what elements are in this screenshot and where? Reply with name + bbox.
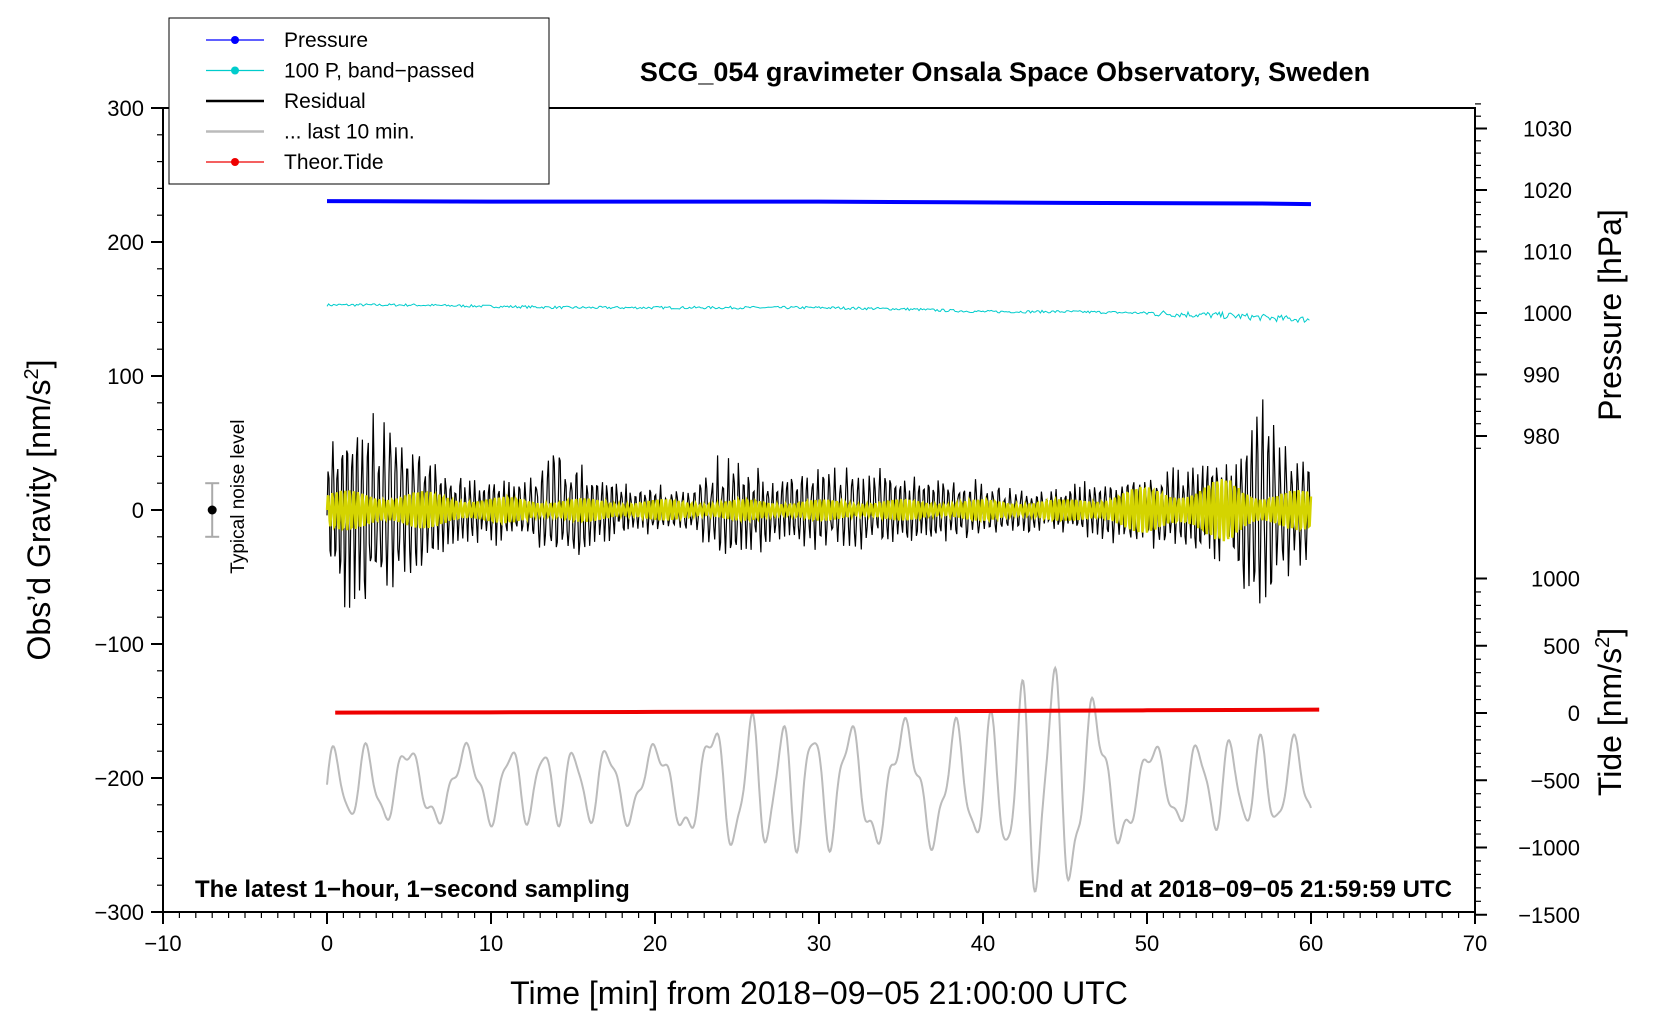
x-tick-label: 30 xyxy=(807,931,831,956)
x-axis: −10 0 10 20 30 40 50 60 70 xyxy=(144,912,1487,956)
y-tick-label: 300 xyxy=(107,96,144,121)
end-time-note: End at 2018−09−05 21:59:59 UTC xyxy=(1078,876,1452,903)
y-tick-label: −200 xyxy=(94,766,144,791)
pressure-tick-label: 1000 xyxy=(1523,301,1572,326)
x-tick-label: 0 xyxy=(321,931,333,956)
pressure-line xyxy=(326,199,1312,207)
x-tick-label: 50 xyxy=(1135,931,1159,956)
noise-indicator: Typical noise level xyxy=(205,419,249,574)
y-tick-label: −100 xyxy=(94,632,144,657)
pressure-tick-label: 1030 xyxy=(1523,117,1572,142)
legend-label: Residual xyxy=(284,90,366,113)
series-layer xyxy=(325,199,1320,893)
tide-tick-label: 0 xyxy=(1568,701,1580,726)
bandpassed-pressure-line xyxy=(326,303,1310,324)
sampling-note: The latest 1−hour, 1−second sampling xyxy=(195,876,630,903)
y-axis-label-sup: 2 xyxy=(21,368,43,379)
tide-tick-label: −1500 xyxy=(1518,903,1580,928)
y-tick-label: 100 xyxy=(107,364,144,389)
pressure-tick-label: 1010 xyxy=(1523,240,1572,265)
tide-axis-label-end: ] xyxy=(1592,628,1628,637)
legend-label: Theor.Tide xyxy=(284,151,384,174)
pressure-tick-label: 990 xyxy=(1523,363,1560,388)
x-tick-label: 70 xyxy=(1463,931,1487,956)
pressure-tick-label: 1020 xyxy=(1523,178,1572,203)
tide-tick-label: −1000 xyxy=(1518,836,1580,861)
x-tick-label: −10 xyxy=(144,931,181,956)
y-axis-pressure: 980 990 1000 1010 1020 1030 xyxy=(1475,103,1572,449)
legend-label: Pressure xyxy=(284,29,368,52)
tide-tick-label: 1000 xyxy=(1531,567,1580,592)
x-tick-label: 10 xyxy=(479,931,503,956)
legend-marker xyxy=(231,36,239,44)
tide-axis-label-main: Tide [nm/s xyxy=(1592,648,1628,796)
y-tick-label: −300 xyxy=(94,900,144,925)
legend-label: ... last 10 min. xyxy=(284,121,415,144)
legend: Pressure 100 P, band−passed Residual ... la… xyxy=(168,17,550,185)
x-tick-label: 20 xyxy=(643,931,667,956)
chart-title: SCG_054 gravimeter Onsala Space Observat… xyxy=(640,57,1370,87)
x-tick-label: 40 xyxy=(971,931,995,956)
noise-label: Typical noise level xyxy=(228,419,249,573)
y-axis-label: Obs’d Gravity [nm/s2] xyxy=(21,360,57,661)
y-axis-label-end: ] xyxy=(21,360,57,369)
y-axis-gravity: −300 −200 −100 0 100 200 300 xyxy=(94,96,163,925)
last-10-min-line xyxy=(326,665,1312,893)
y-axis-label-main: Obs’d Gravity [nm/s xyxy=(21,380,57,661)
bandpassed-residual-line xyxy=(325,479,1313,542)
theoretical-tide-line xyxy=(335,707,1320,715)
tide-axis-label: Tide [nm/s2] xyxy=(1592,628,1628,796)
pressure-axis-label: Pressure [hPa] xyxy=(1592,209,1628,421)
y-axis-tide: −1500 −1000 −500 0 500 1000 xyxy=(1475,567,1580,928)
y-tick-label: 200 xyxy=(107,230,144,255)
legend-marker xyxy=(231,66,239,75)
tide-tick-label: −500 xyxy=(1530,768,1580,793)
x-axis-label: Time [min] from 2018−09−05 21:00:00 UTC xyxy=(510,975,1128,1011)
legend-marker xyxy=(231,158,239,166)
tide-axis-label-sup: 2 xyxy=(1592,637,1614,648)
x-tick-label: 60 xyxy=(1299,931,1323,956)
tide-tick-label: 500 xyxy=(1543,634,1580,659)
pressure-tick-label: 980 xyxy=(1523,424,1560,449)
legend-label: 100 P, band−passed xyxy=(284,60,475,83)
noise-dot xyxy=(207,505,217,515)
y-tick-label: 0 xyxy=(132,498,144,523)
